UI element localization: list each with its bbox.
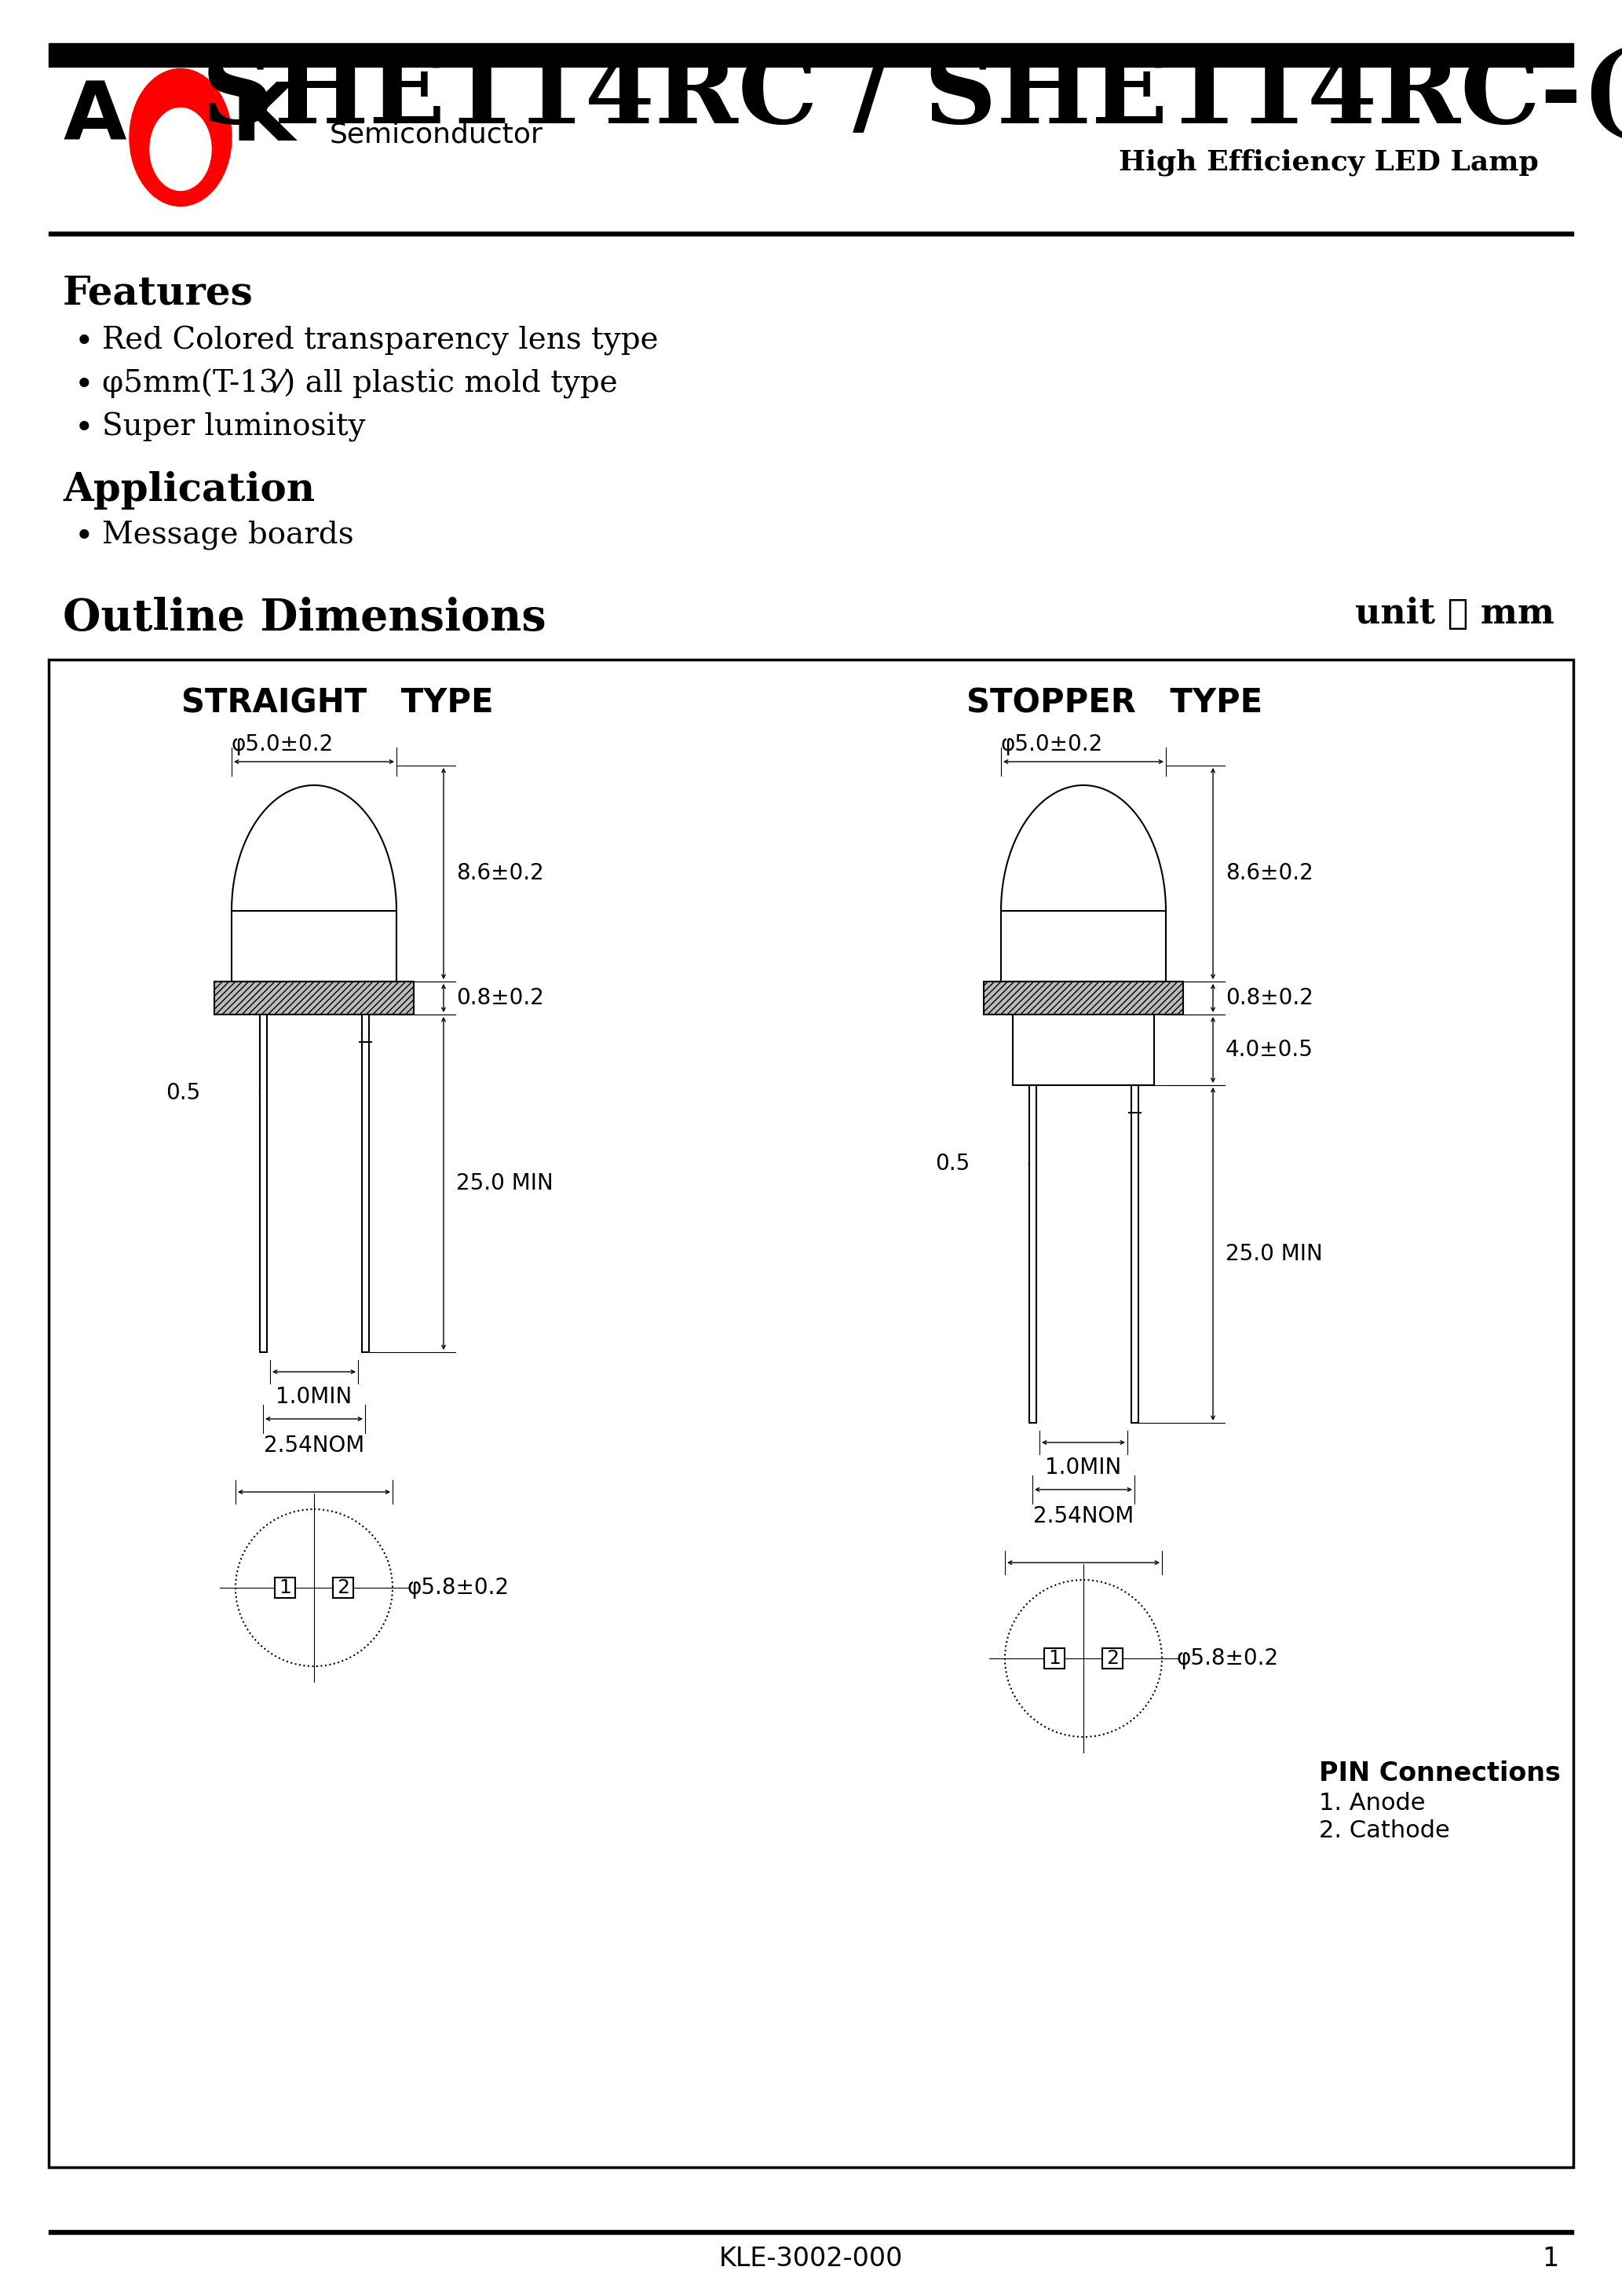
- Polygon shape: [232, 785, 396, 912]
- Bar: [333, 1577, 354, 1598]
- Text: SHE114RC / SHE114RC-(B): SHE114RC / SHE114RC-(B): [201, 48, 1622, 145]
- Bar: [49, 44, 1573, 67]
- Text: φ5.0±0.2: φ5.0±0.2: [1001, 732, 1103, 755]
- Bar: [1131, 1086, 1139, 1424]
- Text: 1: 1: [279, 1577, 292, 1598]
- Text: Message boards: Message boards: [102, 521, 354, 551]
- Text: •: •: [75, 326, 94, 358]
- Text: Outline Dimensions: Outline Dimensions: [63, 597, 547, 641]
- Text: Semiconductor: Semiconductor: [329, 122, 543, 149]
- Text: φ5.0±0.2: φ5.0±0.2: [232, 732, 334, 755]
- Text: Red Colored transparency lens type: Red Colored transparency lens type: [102, 326, 659, 356]
- Ellipse shape: [149, 108, 211, 191]
- Text: 1: 1: [1048, 1649, 1061, 1667]
- Text: 1.0MIN: 1.0MIN: [1045, 1456, 1121, 1479]
- Text: 1: 1: [1543, 2245, 1559, 2271]
- Text: 8.6±0.2: 8.6±0.2: [456, 863, 543, 884]
- Text: 2: 2: [337, 1577, 349, 1598]
- Text: 1.0MIN: 1.0MIN: [276, 1387, 352, 1407]
- Text: 8.6±0.2: 8.6±0.2: [1226, 863, 1314, 884]
- Text: 0.8±0.2: 0.8±0.2: [1226, 987, 1314, 1008]
- Text: •: •: [75, 521, 94, 553]
- Text: 2.54NOM: 2.54NOM: [264, 1435, 365, 1456]
- Bar: [49, 2229, 1573, 2234]
- Text: 0.5: 0.5: [934, 1153, 970, 1176]
- Text: 2. Cathode: 2. Cathode: [1319, 1818, 1450, 1841]
- Text: 25.0 MIN: 25.0 MIN: [456, 1173, 553, 1194]
- Bar: [49, 232, 1573, 236]
- Text: Super luminosity: Super luminosity: [102, 413, 365, 443]
- Bar: [1045, 1649, 1064, 1669]
- Bar: [983, 980, 1182, 1015]
- Text: 1. Anode: 1. Anode: [1319, 1791, 1426, 1814]
- Text: K: K: [232, 78, 295, 158]
- Text: A: A: [63, 78, 127, 158]
- Bar: [49, 659, 1573, 2167]
- Bar: [274, 1577, 295, 1598]
- Text: 2: 2: [1106, 1649, 1119, 1667]
- Text: 2.54NOM: 2.54NOM: [1033, 1506, 1134, 1527]
- Text: •: •: [75, 370, 94, 402]
- Ellipse shape: [130, 69, 232, 207]
- Text: PIN Connections: PIN Connections: [1319, 1761, 1560, 1786]
- Text: 4.0±0.5: 4.0±0.5: [1226, 1038, 1314, 1061]
- Text: High Efficiency LED Lamp: High Efficiency LED Lamp: [1119, 149, 1539, 177]
- Text: 25.0 MIN: 25.0 MIN: [1226, 1242, 1322, 1265]
- Bar: [260, 1015, 266, 1352]
- Text: Features: Features: [63, 276, 253, 312]
- Polygon shape: [1001, 785, 1166, 912]
- Text: STOPPER   TYPE: STOPPER TYPE: [967, 687, 1264, 721]
- Text: Application: Application: [63, 471, 315, 510]
- Bar: [214, 980, 414, 1015]
- Text: 0.5: 0.5: [165, 1081, 200, 1104]
- Text: φ5.8±0.2: φ5.8±0.2: [1176, 1649, 1278, 1669]
- Bar: [1028, 1086, 1036, 1424]
- Text: KLE-3002-000: KLE-3002-000: [719, 2245, 903, 2271]
- Text: •: •: [75, 413, 94, 445]
- Text: unit ： mm: unit ： mm: [1354, 597, 1554, 631]
- Text: φ5mm(T-13⁄) all plastic mold type: φ5mm(T-13⁄) all plastic mold type: [102, 370, 618, 400]
- Text: φ5.8±0.2: φ5.8±0.2: [407, 1577, 509, 1598]
- Text: 0.8±0.2: 0.8±0.2: [456, 987, 543, 1008]
- Bar: [1103, 1649, 1122, 1669]
- Bar: [362, 1015, 368, 1352]
- Text: STRAIGHT   TYPE: STRAIGHT TYPE: [182, 687, 493, 721]
